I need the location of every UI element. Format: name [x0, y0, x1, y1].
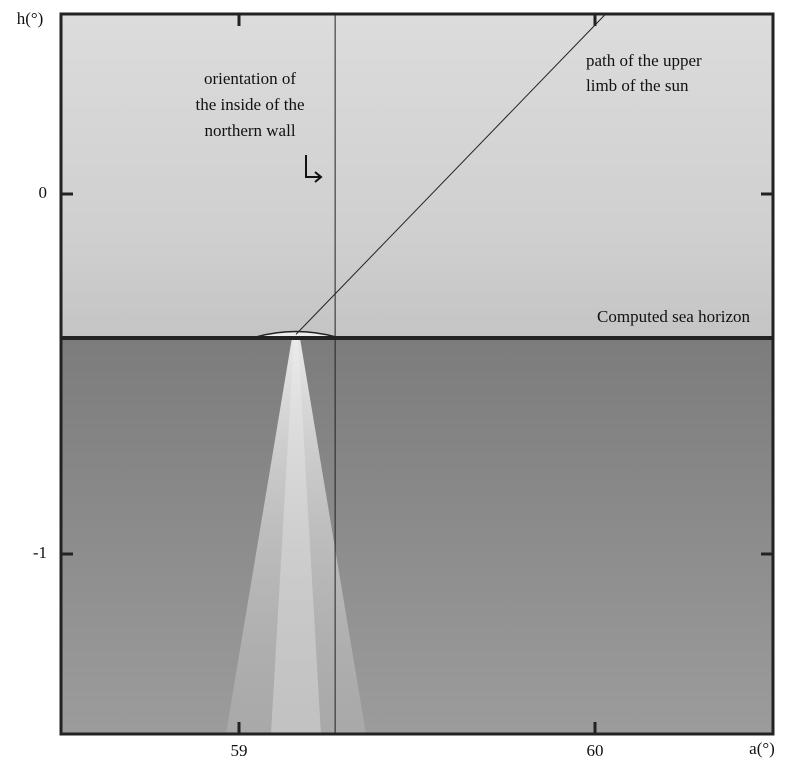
- x-axis-label: a(°): [749, 739, 775, 758]
- x-tick-label: 59: [231, 741, 248, 760]
- sea: [61, 338, 773, 734]
- sun-path-label: limb of the sun: [586, 76, 689, 95]
- y-axis-label: h(°): [17, 9, 44, 28]
- photo: [61, 14, 773, 734]
- horizon-label: Computed sea horizon: [597, 307, 750, 326]
- wall-label: the inside of the: [195, 95, 304, 114]
- sun-path-label: path of the upper: [586, 51, 702, 70]
- wall-label: northern wall: [204, 121, 295, 140]
- y-tick-label: -1: [33, 543, 47, 562]
- chart: h(°) a(°) Computed sea horizon orientati…: [0, 0, 787, 763]
- wall-label: orientation of: [204, 69, 296, 88]
- y-tick-label: 0: [39, 183, 48, 202]
- x-tick-label: 60: [587, 741, 604, 760]
